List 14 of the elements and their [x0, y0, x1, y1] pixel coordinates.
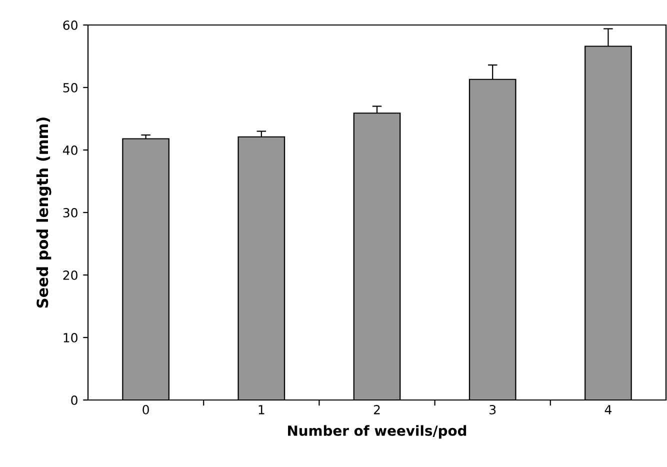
y-tick-label: 30: [63, 208, 78, 218]
x-tick-label: 3: [490, 404, 496, 414]
y-tick-label: 0: [71, 395, 78, 405]
x-tick-label: 0: [142, 404, 149, 414]
y-tick-label: 60: [63, 20, 78, 30]
y-tick-label: 40: [62, 145, 78, 155]
x-axis-title: Number of weevils/pod: [288, 425, 466, 439]
y-axis-title: Seed pod length (mm): [36, 118, 52, 308]
y-tick-label: 20: [63, 270, 78, 280]
x-tick-label: 2: [374, 404, 380, 414]
y-tick-label: 10: [64, 332, 78, 342]
y-tick-label: 50: [63, 82, 78, 92]
x-tick-label: 4: [604, 405, 612, 414]
x-tick-label: 1: [258, 405, 264, 414]
